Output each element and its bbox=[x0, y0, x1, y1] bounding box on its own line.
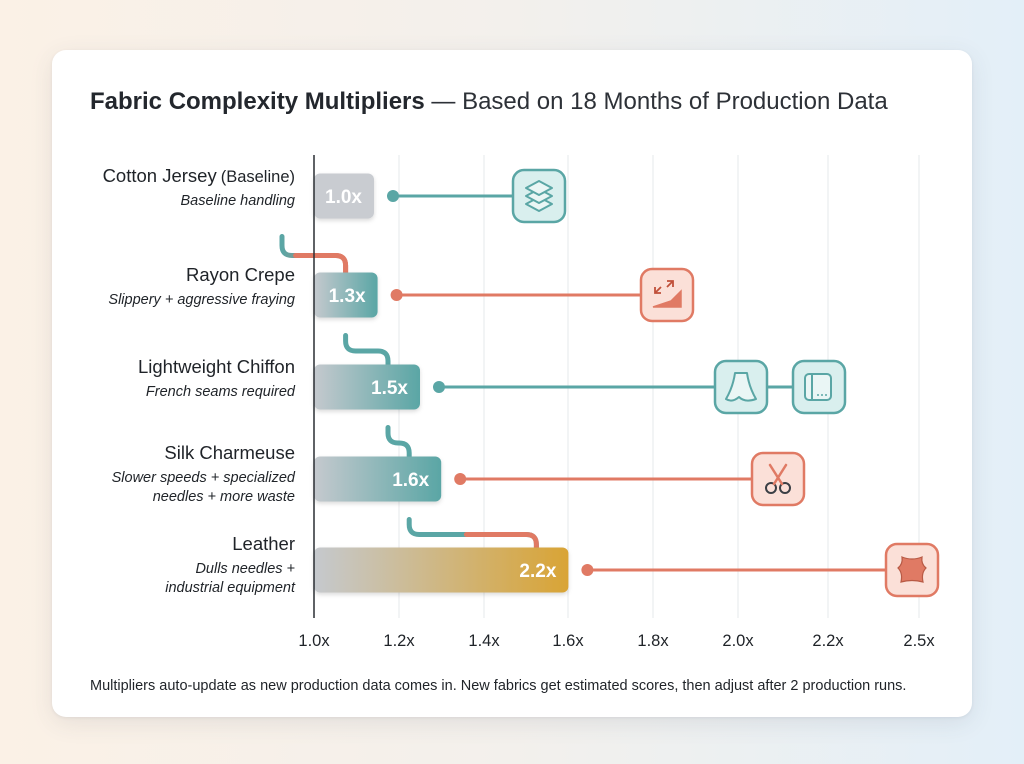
category-suffix: (Baseline) bbox=[221, 168, 295, 186]
icon-box bbox=[639, 267, 695, 323]
category-name: Lightweight Chiffon bbox=[138, 356, 295, 377]
step-connector bbox=[343, 333, 391, 369]
category-description: Slippery + aggressive fraying bbox=[108, 292, 295, 308]
title-separator: — bbox=[431, 88, 456, 115]
title-subtitle: Based on 18 Months of Production Data bbox=[462, 88, 888, 115]
chart-card: Fabric Complexity Multipliers — Based on… bbox=[52, 50, 972, 717]
bar-value-label: 1.3x bbox=[329, 286, 366, 307]
category-name: Leather bbox=[232, 533, 295, 554]
bar-value-label: 1.0x bbox=[325, 187, 362, 208]
x-tick-label: 2.0x bbox=[722, 632, 754, 650]
bar-value-label: 1.5x bbox=[371, 378, 408, 399]
category-name-text: Rayon Crepe bbox=[186, 264, 295, 285]
bar-chart: 1.0x 1.3x 1.5x 1.6x 2.2x Cotton Jersey (Basel… bbox=[103, 155, 940, 650]
category-name-text: Cotton Jersey bbox=[103, 165, 218, 186]
step-connector-accent bbox=[293, 253, 349, 277]
x-axis-ticks: 1.0x 1.2x 1.4x 1.6x 1.8x 2.0x 2.2x 2.5x bbox=[298, 632, 935, 650]
category-name: Silk Charmeuse bbox=[164, 442, 295, 463]
bar bbox=[314, 547, 569, 593]
bar bbox=[314, 364, 420, 410]
leader-dot bbox=[387, 190, 399, 202]
fraying-fabric-icon bbox=[652, 280, 682, 308]
leader-dot bbox=[454, 473, 467, 485]
category-description: Baseline handling bbox=[181, 193, 295, 209]
bar bbox=[314, 272, 378, 318]
icon-frame bbox=[639, 267, 695, 323]
category-name: Cotton Jersey (Baseline) bbox=[103, 165, 295, 186]
x-tick-label: 1.0x bbox=[298, 632, 330, 650]
category-name-text: Leather bbox=[232, 533, 295, 554]
bar-value-label: 2.2x bbox=[519, 561, 556, 582]
leader-dot bbox=[390, 289, 403, 301]
chart-title: Fabric Complexity Multipliers — Based on… bbox=[90, 88, 888, 116]
x-tick-label: 1.6x bbox=[552, 632, 584, 650]
layers-icon bbox=[525, 180, 553, 212]
x-tick-label: 2.5x bbox=[903, 632, 935, 650]
leader-dot bbox=[581, 564, 594, 576]
step-connector-accent bbox=[463, 532, 539, 552]
leader-dot bbox=[433, 381, 445, 393]
icon-leaders bbox=[387, 168, 940, 598]
icon-box bbox=[884, 542, 940, 598]
icon-box bbox=[791, 359, 847, 415]
step-connector bbox=[385, 425, 412, 461]
category-description: French seams required bbox=[146, 384, 296, 400]
x-tick-label: 1.2x bbox=[383, 632, 415, 650]
category-description: needles + more waste bbox=[153, 489, 295, 505]
fabric-roll-icon bbox=[804, 373, 832, 401]
icon-box bbox=[750, 451, 806, 507]
icon-box bbox=[713, 359, 769, 415]
category-labels: Cotton Jersey (Baseline) Baseline handling… bbox=[103, 165, 296, 596]
bar-value-label: 1.6x bbox=[392, 470, 429, 491]
category-name-text: Silk Charmeuse bbox=[164, 442, 295, 463]
icon-box bbox=[511, 168, 567, 224]
category-description: Dulls needles + bbox=[195, 561, 295, 577]
x-tick-label: 1.4x bbox=[468, 632, 500, 650]
bar bbox=[314, 456, 442, 502]
scissors-icon bbox=[765, 463, 791, 494]
title-main: Fabric Complexity Multipliers bbox=[90, 88, 425, 115]
category-description: industrial equipment bbox=[165, 580, 296, 596]
x-tick-label: 2.2x bbox=[812, 632, 844, 650]
bar bbox=[314, 173, 374, 219]
category-name-text: Lightweight Chiffon bbox=[138, 356, 295, 377]
footnote: Multipliers auto-update as new productio… bbox=[90, 678, 907, 694]
bars: 1.0x 1.3x 1.5x 1.6x 2.2x bbox=[314, 173, 569, 593]
draped-fabric-icon bbox=[725, 372, 757, 402]
category-description: Slower speeds + specialized bbox=[112, 470, 296, 486]
category-name: Rayon Crepe bbox=[186, 264, 295, 285]
x-tick-label: 1.8x bbox=[637, 632, 669, 650]
leather-hide-icon bbox=[897, 556, 927, 583]
